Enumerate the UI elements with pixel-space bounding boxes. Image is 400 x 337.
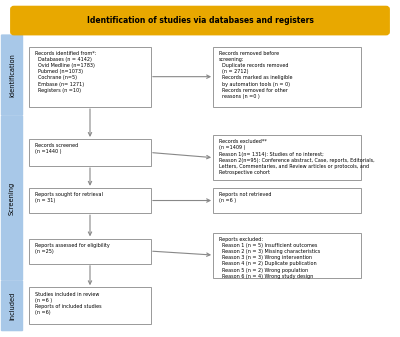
- FancyBboxPatch shape: [11, 6, 389, 35]
- FancyBboxPatch shape: [29, 139, 151, 166]
- Text: Records excluded**
(n =1409 )
Reason 1(n= 1314): Studies of no interest;
Reason : Records excluded** (n =1409 ) Reason 1(n…: [219, 139, 374, 175]
- FancyBboxPatch shape: [1, 115, 23, 281]
- Text: Reports excluded:
  Reason 1 (n = 5) Insufficient outcomes
  Reason 2 (n = 3) Mi: Reports excluded: Reason 1 (n = 5) Insuf…: [219, 237, 320, 279]
- FancyBboxPatch shape: [213, 233, 361, 278]
- Text: Identification: Identification: [9, 53, 15, 97]
- FancyBboxPatch shape: [213, 135, 361, 180]
- FancyBboxPatch shape: [213, 47, 361, 107]
- Text: Records screened
(n =1440 ): Records screened (n =1440 ): [35, 143, 78, 154]
- Text: Reports not retrieved
(n =6 ): Reports not retrieved (n =6 ): [219, 192, 271, 203]
- FancyBboxPatch shape: [29, 47, 151, 107]
- Text: Included: Included: [9, 292, 15, 320]
- FancyBboxPatch shape: [29, 188, 151, 213]
- Text: Studies included in review
(n =6 )
Reports of included studies
(n =6): Studies included in review (n =6 ) Repor…: [35, 292, 102, 315]
- FancyBboxPatch shape: [213, 188, 361, 213]
- FancyBboxPatch shape: [1, 280, 23, 331]
- Text: Reports assessed for eligibility
(n =25): Reports assessed for eligibility (n =25): [35, 243, 110, 254]
- FancyBboxPatch shape: [29, 239, 151, 264]
- Text: Records identified from*:
  Databases (n = 4142)
  Ovid Medline (n=1783)
  Pubme: Records identified from*: Databases (n =…: [35, 51, 96, 93]
- Text: Records removed before
screening:
  Duplicate records removed
  (n = 2712)
  Rec: Records removed before screening: Duplic…: [219, 51, 292, 99]
- FancyBboxPatch shape: [1, 34, 23, 116]
- Text: Reports sought for retrieval
(n = 31): Reports sought for retrieval (n = 31): [35, 192, 103, 203]
- Text: Screening: Screening: [9, 181, 15, 215]
- Text: Identification of studies via databases and registers: Identification of studies via databases …: [86, 16, 314, 25]
- FancyBboxPatch shape: [29, 287, 151, 324]
